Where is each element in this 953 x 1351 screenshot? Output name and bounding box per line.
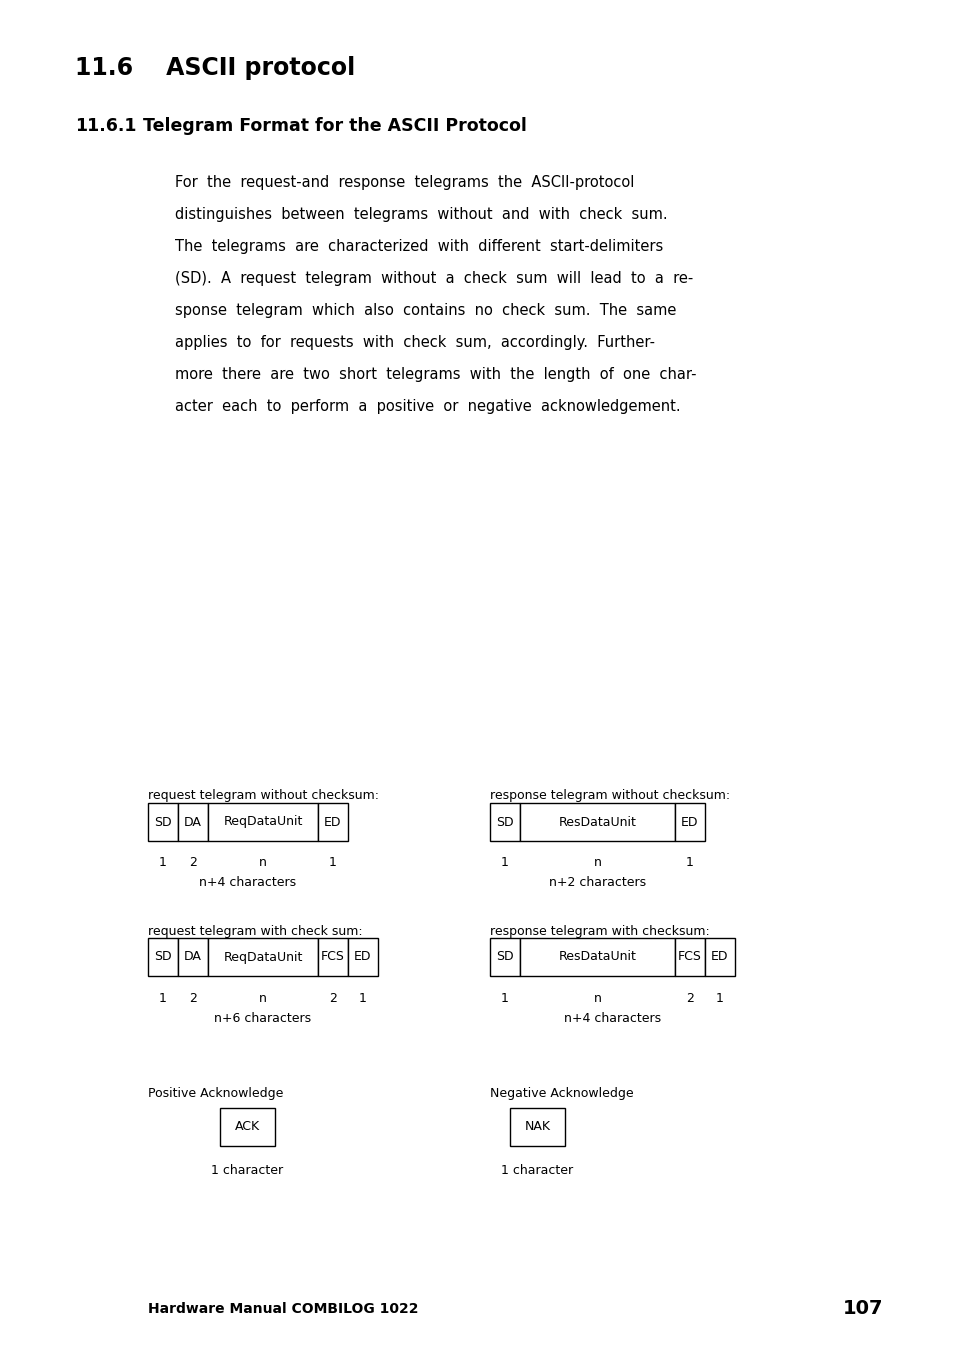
Bar bbox=[220, 1108, 274, 1146]
Bar bbox=[510, 1108, 564, 1146]
Bar bbox=[490, 938, 519, 975]
Text: 1: 1 bbox=[358, 992, 367, 1005]
Text: ReqDataUnit: ReqDataUnit bbox=[223, 951, 302, 963]
Text: Telegram Format for the ASCII Protocol: Telegram Format for the ASCII Protocol bbox=[143, 118, 526, 135]
Text: Positive Acknowledge: Positive Acknowledge bbox=[148, 1086, 283, 1100]
Text: SD: SD bbox=[154, 951, 172, 963]
Bar bbox=[317, 938, 348, 975]
Text: FCS: FCS bbox=[321, 951, 345, 963]
Text: NAK: NAK bbox=[524, 1120, 550, 1133]
Text: 11.6.1: 11.6.1 bbox=[75, 118, 136, 135]
Text: 2: 2 bbox=[189, 857, 196, 870]
Text: applies  to  for  requests  with  check  sum,  accordingly.  Further-: applies to for requests with check sum, … bbox=[174, 335, 655, 350]
Text: SD: SD bbox=[496, 951, 514, 963]
Text: For  the  request-and  response  telegrams  the  ASCII-protocol: For the request-and response telegrams t… bbox=[174, 176, 634, 190]
Text: ED: ED bbox=[711, 951, 728, 963]
Text: 2: 2 bbox=[685, 992, 693, 1005]
Text: 1: 1 bbox=[159, 992, 167, 1005]
Bar bbox=[148, 938, 178, 975]
Text: 2: 2 bbox=[189, 992, 196, 1005]
Text: The  telegrams  are  characterized  with  different  start-delimiters: The telegrams are characterized with dif… bbox=[174, 239, 662, 254]
Bar bbox=[675, 938, 704, 975]
Text: response telegram with checksum:: response telegram with checksum: bbox=[490, 924, 709, 938]
Bar bbox=[178, 802, 208, 842]
Text: 1: 1 bbox=[329, 857, 336, 870]
Text: 11.6    ASCII protocol: 11.6 ASCII protocol bbox=[75, 55, 355, 80]
Text: ResDataUnit: ResDataUnit bbox=[558, 951, 636, 963]
Text: 1: 1 bbox=[685, 857, 693, 870]
Text: n+2 characters: n+2 characters bbox=[548, 877, 645, 889]
Text: SD: SD bbox=[154, 816, 172, 828]
Text: request telegram with check sum:: request telegram with check sum: bbox=[148, 924, 362, 938]
Text: 2: 2 bbox=[329, 992, 336, 1005]
Text: ACK: ACK bbox=[234, 1120, 260, 1133]
Bar bbox=[675, 802, 704, 842]
Bar bbox=[519, 802, 675, 842]
Text: 1: 1 bbox=[716, 992, 723, 1005]
Text: 1: 1 bbox=[159, 857, 167, 870]
Bar bbox=[148, 802, 178, 842]
Text: ED: ED bbox=[354, 951, 372, 963]
Text: 107: 107 bbox=[842, 1300, 882, 1319]
Text: n: n bbox=[259, 857, 267, 870]
Text: request telegram without checksum:: request telegram without checksum: bbox=[148, 789, 378, 802]
Text: response telegram without checksum:: response telegram without checksum: bbox=[490, 789, 729, 802]
Text: n+4 characters: n+4 characters bbox=[563, 1012, 660, 1024]
Text: acter  each  to  perform  a  positive  or  negative  acknowledgement.: acter each to perform a positive or nega… bbox=[174, 400, 679, 415]
Text: ED: ED bbox=[680, 816, 698, 828]
Text: ResDataUnit: ResDataUnit bbox=[558, 816, 636, 828]
Text: 1: 1 bbox=[500, 857, 508, 870]
Bar bbox=[317, 802, 348, 842]
Text: Negative Acknowledge: Negative Acknowledge bbox=[490, 1086, 633, 1100]
Bar bbox=[208, 802, 317, 842]
Text: FCS: FCS bbox=[678, 951, 701, 963]
Text: 1: 1 bbox=[500, 992, 508, 1005]
Text: distinguishes  between  telegrams  without  and  with  check  sum.: distinguishes between telegrams without … bbox=[174, 208, 667, 223]
Bar bbox=[178, 938, 208, 975]
Text: n: n bbox=[593, 992, 600, 1005]
Text: sponse  telegram  which  also  contains  no  check  sum.  The  same: sponse telegram which also contains no c… bbox=[174, 304, 676, 319]
Text: ReqDataUnit: ReqDataUnit bbox=[223, 816, 302, 828]
Bar bbox=[348, 938, 377, 975]
Text: ED: ED bbox=[324, 816, 341, 828]
Text: more  there  are  two  short  telegrams  with  the  length  of  one  char-: more there are two short telegrams with … bbox=[174, 367, 696, 382]
Text: n+6 characters: n+6 characters bbox=[214, 1012, 312, 1024]
Text: Hardware Manual COMBILOG 1022: Hardware Manual COMBILOG 1022 bbox=[148, 1302, 418, 1316]
Bar bbox=[490, 802, 519, 842]
Text: n+4 characters: n+4 characters bbox=[199, 877, 296, 889]
Text: 1 character: 1 character bbox=[501, 1165, 573, 1178]
Text: n: n bbox=[593, 857, 600, 870]
Bar bbox=[208, 938, 317, 975]
Text: SD: SD bbox=[496, 816, 514, 828]
Text: 1 character: 1 character bbox=[212, 1165, 283, 1178]
Text: DA: DA bbox=[184, 951, 202, 963]
Text: n: n bbox=[259, 992, 267, 1005]
Bar bbox=[704, 938, 734, 975]
Bar bbox=[519, 938, 675, 975]
Text: DA: DA bbox=[184, 816, 202, 828]
Text: (SD).  A  request  telegram  without  a  check  sum  will  lead  to  a  re-: (SD). A request telegram without a check… bbox=[174, 272, 693, 286]
